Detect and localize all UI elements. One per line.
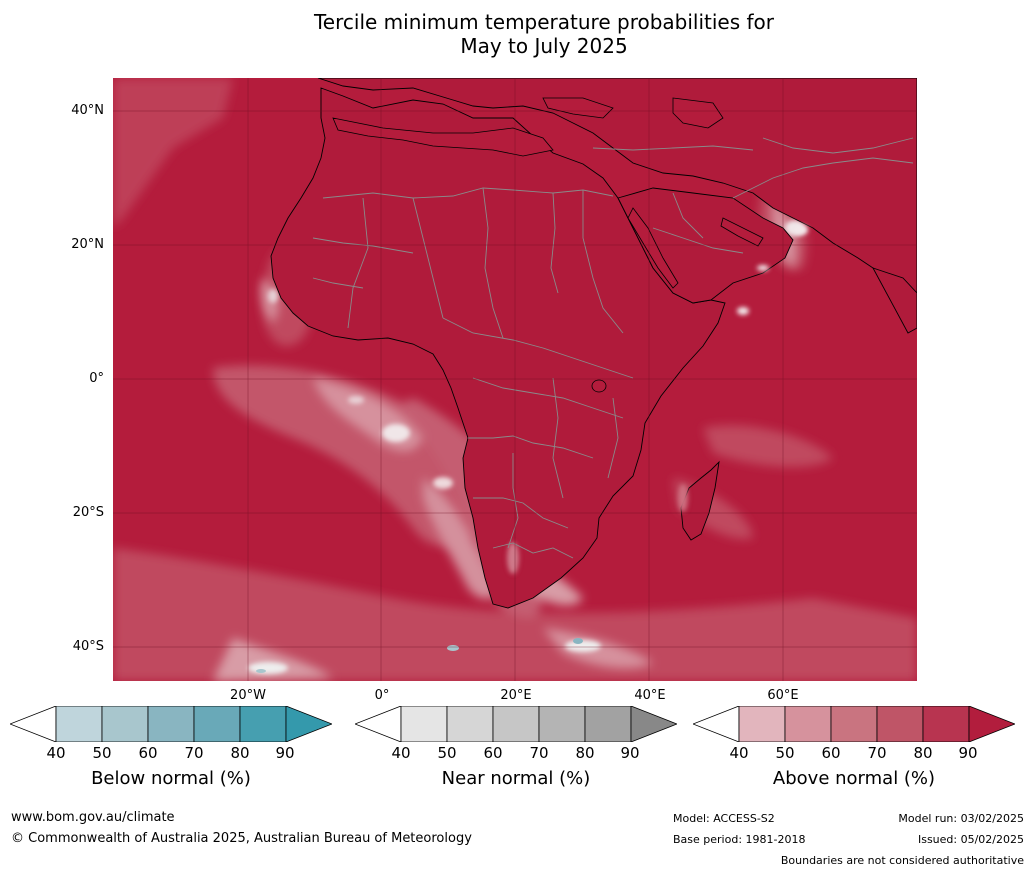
colorbar-segment (830, 706, 878, 742)
tick-label: 50 (92, 744, 112, 762)
tick-label: 70 (529, 744, 549, 762)
coastal-pale-patches (507, 225, 808, 574)
tick-label: 90 (275, 744, 295, 762)
madagascar-landmass (680, 460, 720, 541)
colorbar-segment (922, 706, 970, 742)
tick-label: 50 (775, 744, 795, 762)
tick-label: 80 (230, 744, 250, 762)
inland-seas (332, 97, 764, 289)
lon-label-20w: 20°W (230, 688, 266, 703)
tick-label: 50 (437, 744, 457, 762)
footer-issued: Issued: 05/02/2025 (917, 833, 1024, 846)
map-title-line2: May to July 2025 (460, 34, 628, 58)
tick-label: 90 (620, 744, 640, 762)
colorbar-near-caption: Near normal (%) (441, 768, 591, 789)
colorbar-segment (55, 706, 103, 742)
colorbar-above-caption: Above normal (%) (772, 768, 936, 789)
colorbar-extend-high (630, 706, 677, 742)
colorbar-extend-low (693, 706, 740, 742)
footer-model: Model: ACCESS-S2 (673, 812, 775, 825)
colorbar-below-normal (10, 706, 332, 742)
footer-copyright: © Commonwealth of Australia 2025, Austra… (11, 831, 472, 846)
colorbar-segment (538, 706, 586, 742)
colorbar-extend-low (10, 706, 57, 742)
lat-label-equator: 0° (89, 371, 104, 386)
lat-label-20s: 20°S (72, 505, 104, 520)
tick-label: 60 (483, 744, 503, 762)
colorbar-segment (239, 706, 287, 742)
tick-label: 80 (575, 744, 595, 762)
colorbar-above-normal (693, 706, 1015, 742)
map-title-line1: Tercile minimum temperature probabilitie… (313, 10, 775, 34)
tick-label: 80 (913, 744, 933, 762)
tick-label: 40 (46, 744, 66, 762)
colorbar-segment (101, 706, 149, 742)
below-normal-patches (256, 638, 583, 673)
colorbar-near-normal (355, 706, 677, 742)
lat-label-40s: 40°S (72, 639, 104, 654)
colorbar-segment (193, 706, 241, 742)
colorbar-below-caption: Below normal (%) (91, 768, 251, 789)
colorbar-extend-high (968, 706, 1015, 742)
tick-label: 60 (138, 744, 158, 762)
lat-label-20n: 20°N (71, 237, 104, 252)
tick-label: 90 (958, 744, 978, 762)
lon-label-0: 0° (374, 688, 390, 703)
country-borders (312, 137, 914, 559)
probability-map (113, 78, 917, 681)
footer-base-period: Base period: 1981-2018 (673, 833, 806, 846)
lake-victoria (591, 379, 607, 393)
colorbar-segment (584, 706, 632, 742)
footer-model-run: Model run: 03/02/2025 (898, 812, 1024, 825)
colorbar-segment (784, 706, 832, 742)
colorbar-segment (492, 706, 540, 742)
colorbar-segment (147, 706, 195, 742)
colorbar-segment (400, 706, 448, 742)
colorbar-segment (446, 706, 494, 742)
lon-label-20e: 20°E (500, 688, 532, 703)
lon-label-40e: 40°E (634, 688, 666, 703)
footer-boundaries-note: Boundaries are not considered authoritat… (780, 854, 1024, 867)
africa-landmass (270, 87, 726, 609)
lon-label-60e: 60°E (767, 688, 799, 703)
map-title: Tercile minimum temperature probabilitie… (0, 10, 1035, 58)
colorbar-segment (876, 706, 924, 742)
tick-label: 40 (391, 744, 411, 762)
india-landmass (872, 267, 917, 334)
colorbar-segment (738, 706, 786, 742)
tick-label: 70 (867, 744, 887, 762)
tick-label: 40 (729, 744, 749, 762)
tick-label: 60 (821, 744, 841, 762)
graticule (113, 78, 917, 681)
colorbar-extend-high (285, 706, 332, 742)
colorbar-extend-low (355, 706, 402, 742)
lat-label-40n: 40°N (71, 103, 104, 118)
map-svg (113, 78, 917, 681)
tick-label: 70 (184, 744, 204, 762)
footer-url: www.bom.gov.au/climate (11, 810, 175, 825)
